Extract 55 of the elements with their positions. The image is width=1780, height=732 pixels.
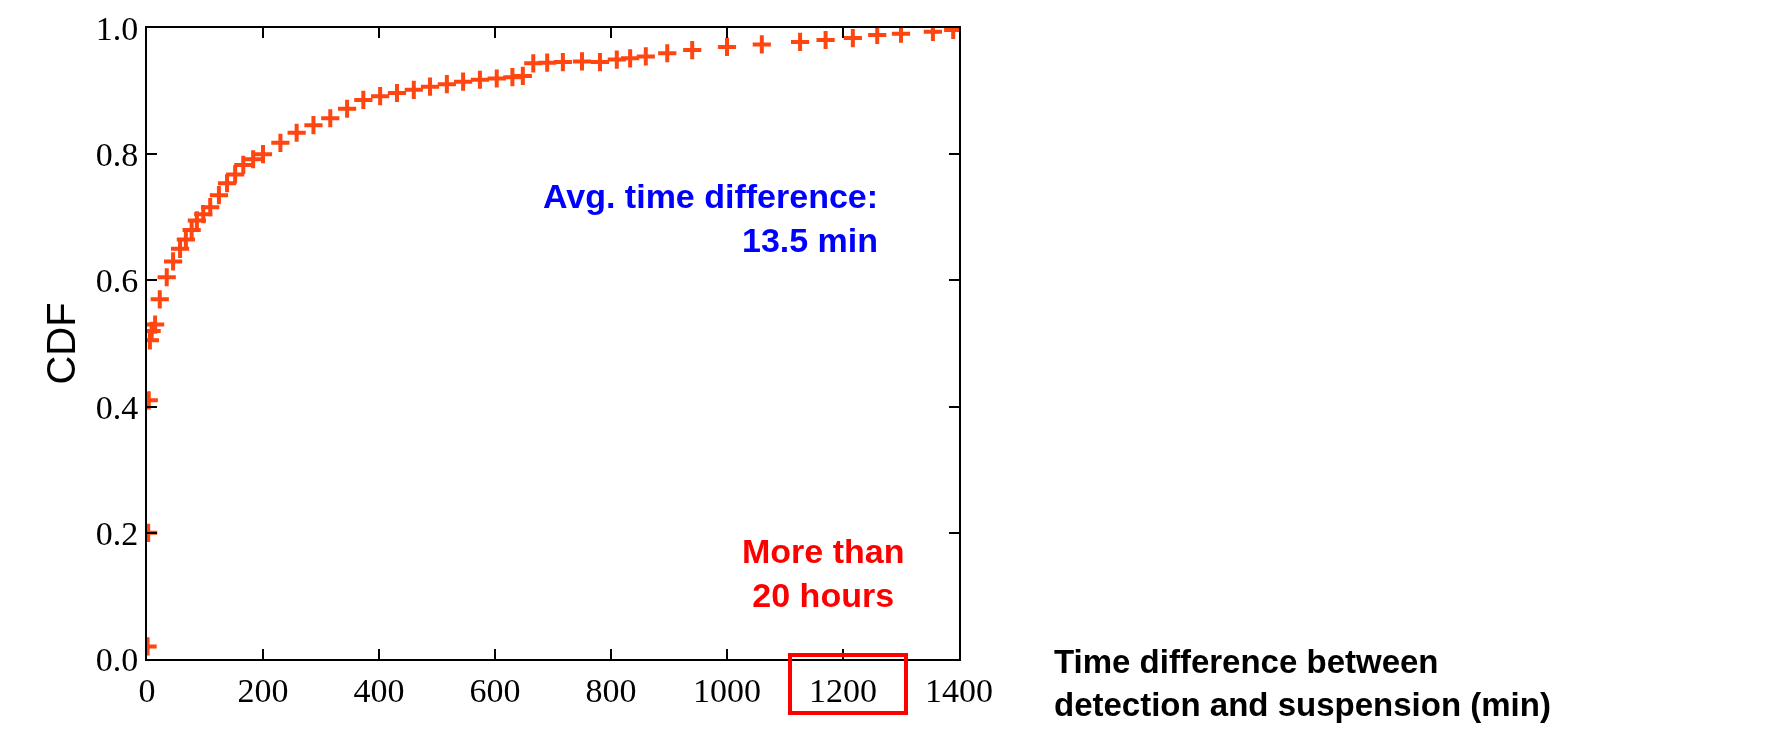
point [162, 250, 185, 273]
point [788, 30, 812, 53]
point [841, 28, 864, 50]
x-tick-label: 800 [585, 671, 637, 709]
point [199, 196, 222, 219]
x-axis-title: Time difference between detection and suspension (min) [1054, 643, 1551, 723]
y-axis-title: CDF [38, 302, 83, 385]
point [570, 50, 594, 73]
point [715, 35, 739, 59]
y-tick-label: 0.6 [95, 262, 139, 300]
y-tick-label: 0.4 [95, 388, 139, 426]
y-tick-label: 0.0 [95, 640, 139, 678]
point [536, 51, 559, 74]
x-tick-label: 200 [237, 671, 289, 709]
point [501, 66, 524, 89]
point [750, 33, 773, 56]
point [385, 81, 409, 105]
y-tick-label: 1.0 [95, 9, 139, 47]
y-tick-label: 0.2 [95, 514, 139, 552]
point [402, 78, 425, 101]
point [619, 47, 642, 70]
point [302, 114, 325, 137]
point [452, 70, 475, 93]
point [485, 67, 508, 90]
annotation: More than 20 hours [742, 532, 905, 615]
point [155, 266, 178, 289]
x-tick-label: 1200 [809, 671, 877, 709]
x-tick-label: 400 [353, 671, 405, 709]
annotation: Avg. time difference: 13.5 min [543, 177, 879, 260]
point [588, 50, 612, 74]
point [269, 131, 292, 154]
point [224, 163, 247, 186]
point [148, 288, 171, 311]
x-tick-label: 0 [138, 671, 156, 709]
point [215, 172, 239, 195]
point [435, 73, 458, 96]
point [814, 28, 837, 52]
point [605, 48, 628, 71]
x-tick-label: 600 [469, 671, 521, 709]
x-tick-label: 1000 [693, 671, 761, 709]
point [681, 38, 704, 62]
point [319, 107, 342, 130]
point [634, 45, 657, 68]
point [336, 97, 359, 120]
point [285, 121, 308, 144]
point [352, 88, 375, 112]
point [369, 85, 392, 108]
point [468, 68, 492, 91]
point [551, 50, 574, 74]
point [418, 75, 442, 98]
point [511, 64, 534, 88]
y-tick-label: 0.8 [95, 136, 139, 174]
point [656, 42, 679, 65]
x-tick-label: 1400 [925, 671, 993, 709]
point [207, 184, 231, 207]
